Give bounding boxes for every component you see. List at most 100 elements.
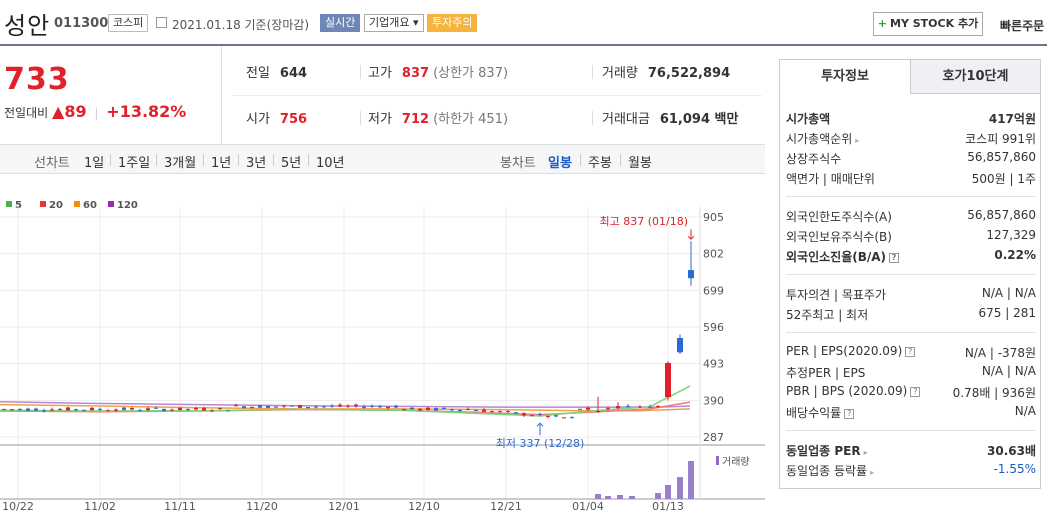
candle-body [306, 407, 310, 409]
candle-body [466, 409, 470, 411]
info-label: 배당수익률? [786, 404, 855, 421]
info-value: 675 | 281 [978, 306, 1036, 320]
period-1w[interactable]: 1주일 [118, 156, 151, 171]
amount-value: 61,094 백만 [659, 112, 739, 127]
x-tick-label: 01/04 [572, 500, 604, 513]
x-tick-label: 11/02 [84, 500, 116, 513]
info-row: 추정PER | EPS N/A | N/A [786, 362, 1036, 382]
current-price: 733 [4, 62, 70, 97]
period-1d[interactable]: 1일 [84, 156, 105, 171]
x-tick-label: 12/10 [408, 500, 440, 513]
help-icon[interactable]: ? [844, 409, 855, 419]
volume-bar [677, 477, 683, 499]
y-tick-label: 596 [703, 321, 724, 334]
help-icon[interactable]: ? [905, 347, 916, 357]
corp-info-dropdown[interactable]: 기업개요 ▾ [364, 14, 424, 32]
info-row: 시가총액순위 ▸ 코스피 991위 [786, 128, 1036, 148]
diff-rate: +13.82% [106, 102, 187, 121]
chart-svg: 5 20 60 120 905 802 699 596 493 390 287 10/22 11/0… [0, 200, 765, 513]
info-value: N/A | N/A [981, 364, 1036, 378]
amount-label: 거래대금 [602, 112, 650, 127]
open-label: 시가 [246, 112, 270, 127]
candle-body [688, 270, 694, 279]
x-tick-label: 12/21 [490, 500, 522, 513]
tab-invest-info[interactable]: 투자정보 [780, 60, 911, 94]
candle-body [250, 406, 254, 408]
y-tick-label: 287 [703, 431, 724, 444]
add-mystock-button[interactable]: + MY STOCK 추가 [873, 12, 983, 36]
candle-body [410, 407, 414, 410]
caret-right-icon[interactable]: ▸ [855, 136, 860, 145]
y-tick-label: 699 [703, 284, 724, 297]
arrow-up-icon [536, 422, 544, 436]
quote-grid: 전일 644 고가 837 (상한가 837) 거래량 76,522,894 시가 756… [232, 46, 762, 144]
tab-orderbook[interactable]: 호가10단계 [911, 60, 1040, 94]
candle-body [322, 406, 326, 408]
help-icon[interactable]: ? [889, 253, 900, 263]
period-weekly[interactable]: 주봉 [588, 156, 612, 171]
period-3m[interactable]: 3개월 [164, 156, 197, 171]
info-row: 동일업종 PER ▸ 30.63배 [786, 440, 1036, 460]
info-value: 56,857,860 [967, 150, 1036, 164]
legend-label: 60 [83, 200, 97, 211]
info-row: 외국인보유주식수(B) 127,329 [786, 226, 1036, 246]
candle-body [656, 406, 660, 408]
realtime-button[interactable]: 실시간 [320, 14, 361, 32]
candle-body [522, 413, 526, 416]
info-value: N/A | -378원 [964, 346, 1036, 360]
prev-label: 전일 [246, 66, 270, 81]
volume-bar [665, 485, 671, 499]
caret-right-icon[interactable]: ▸ [863, 448, 868, 457]
candle-body [596, 411, 600, 413]
period-daily[interactable]: 일봉 [548, 156, 572, 171]
volume-bar [655, 493, 661, 499]
volume-legend-swatch [716, 456, 719, 465]
period-3y[interactable]: 3년 [246, 156, 267, 171]
help-icon[interactable]: ? [910, 387, 921, 397]
candle-body [677, 338, 683, 353]
info-row: 외국인한도주식수(A) 56,857,860 [786, 206, 1036, 226]
low-label: 저가 [368, 112, 392, 127]
candle-body [26, 408, 30, 411]
candle-body [10, 409, 14, 411]
candle-body [138, 410, 142, 412]
info-label: 동일업종 PER ▸ [786, 444, 868, 458]
info-label: 상장주식수 [786, 152, 842, 166]
candle-body [538, 413, 542, 416]
candle-body [626, 406, 630, 408]
candle-body [162, 409, 166, 411]
period-5y[interactable]: 5년 [281, 156, 302, 171]
volume-bar [595, 494, 601, 499]
y-tick-label: 493 [703, 358, 724, 371]
divider [786, 196, 1036, 197]
candle-body [554, 415, 558, 417]
info-value: 30.63배 [987, 444, 1036, 458]
candle-body [482, 409, 486, 412]
open-value: 756 [279, 112, 308, 127]
candle-body [58, 409, 62, 411]
divider [786, 274, 1036, 275]
candle-body [146, 408, 150, 411]
candle-body [50, 409, 54, 411]
divider: | [94, 106, 99, 120]
candle-body [386, 406, 390, 408]
candle-body [346, 405, 350, 407]
candle-body [530, 415, 534, 417]
price-diff: 전일대비 ▲89 | +13.82% [4, 102, 186, 121]
stock-code: 011300 [54, 16, 109, 31]
candle-body [506, 411, 510, 413]
period-10y[interactable]: 10년 [316, 156, 345, 171]
info-row: 상장주식수 56,857,860 [786, 148, 1036, 168]
info-row: 투자의견 | 목표주가 N/A | N/A [786, 284, 1036, 304]
period-1y[interactable]: 1년 [211, 156, 232, 171]
candle-body [362, 406, 366, 408]
info-label: PER | EPS(2020.09)? [786, 344, 916, 358]
quick-order-link[interactable]: 빠른주문 [1000, 19, 1045, 33]
period-monthly[interactable]: 월봉 [628, 156, 652, 171]
diff-label: 전일대비 [4, 106, 49, 120]
candle-body [338, 404, 342, 407]
caret-right-icon[interactable]: ▸ [870, 468, 875, 477]
candle-body [330, 405, 334, 407]
info-label: 외국인한도주식수(A) [786, 210, 892, 224]
volume-value: 76,522,894 [647, 66, 731, 81]
